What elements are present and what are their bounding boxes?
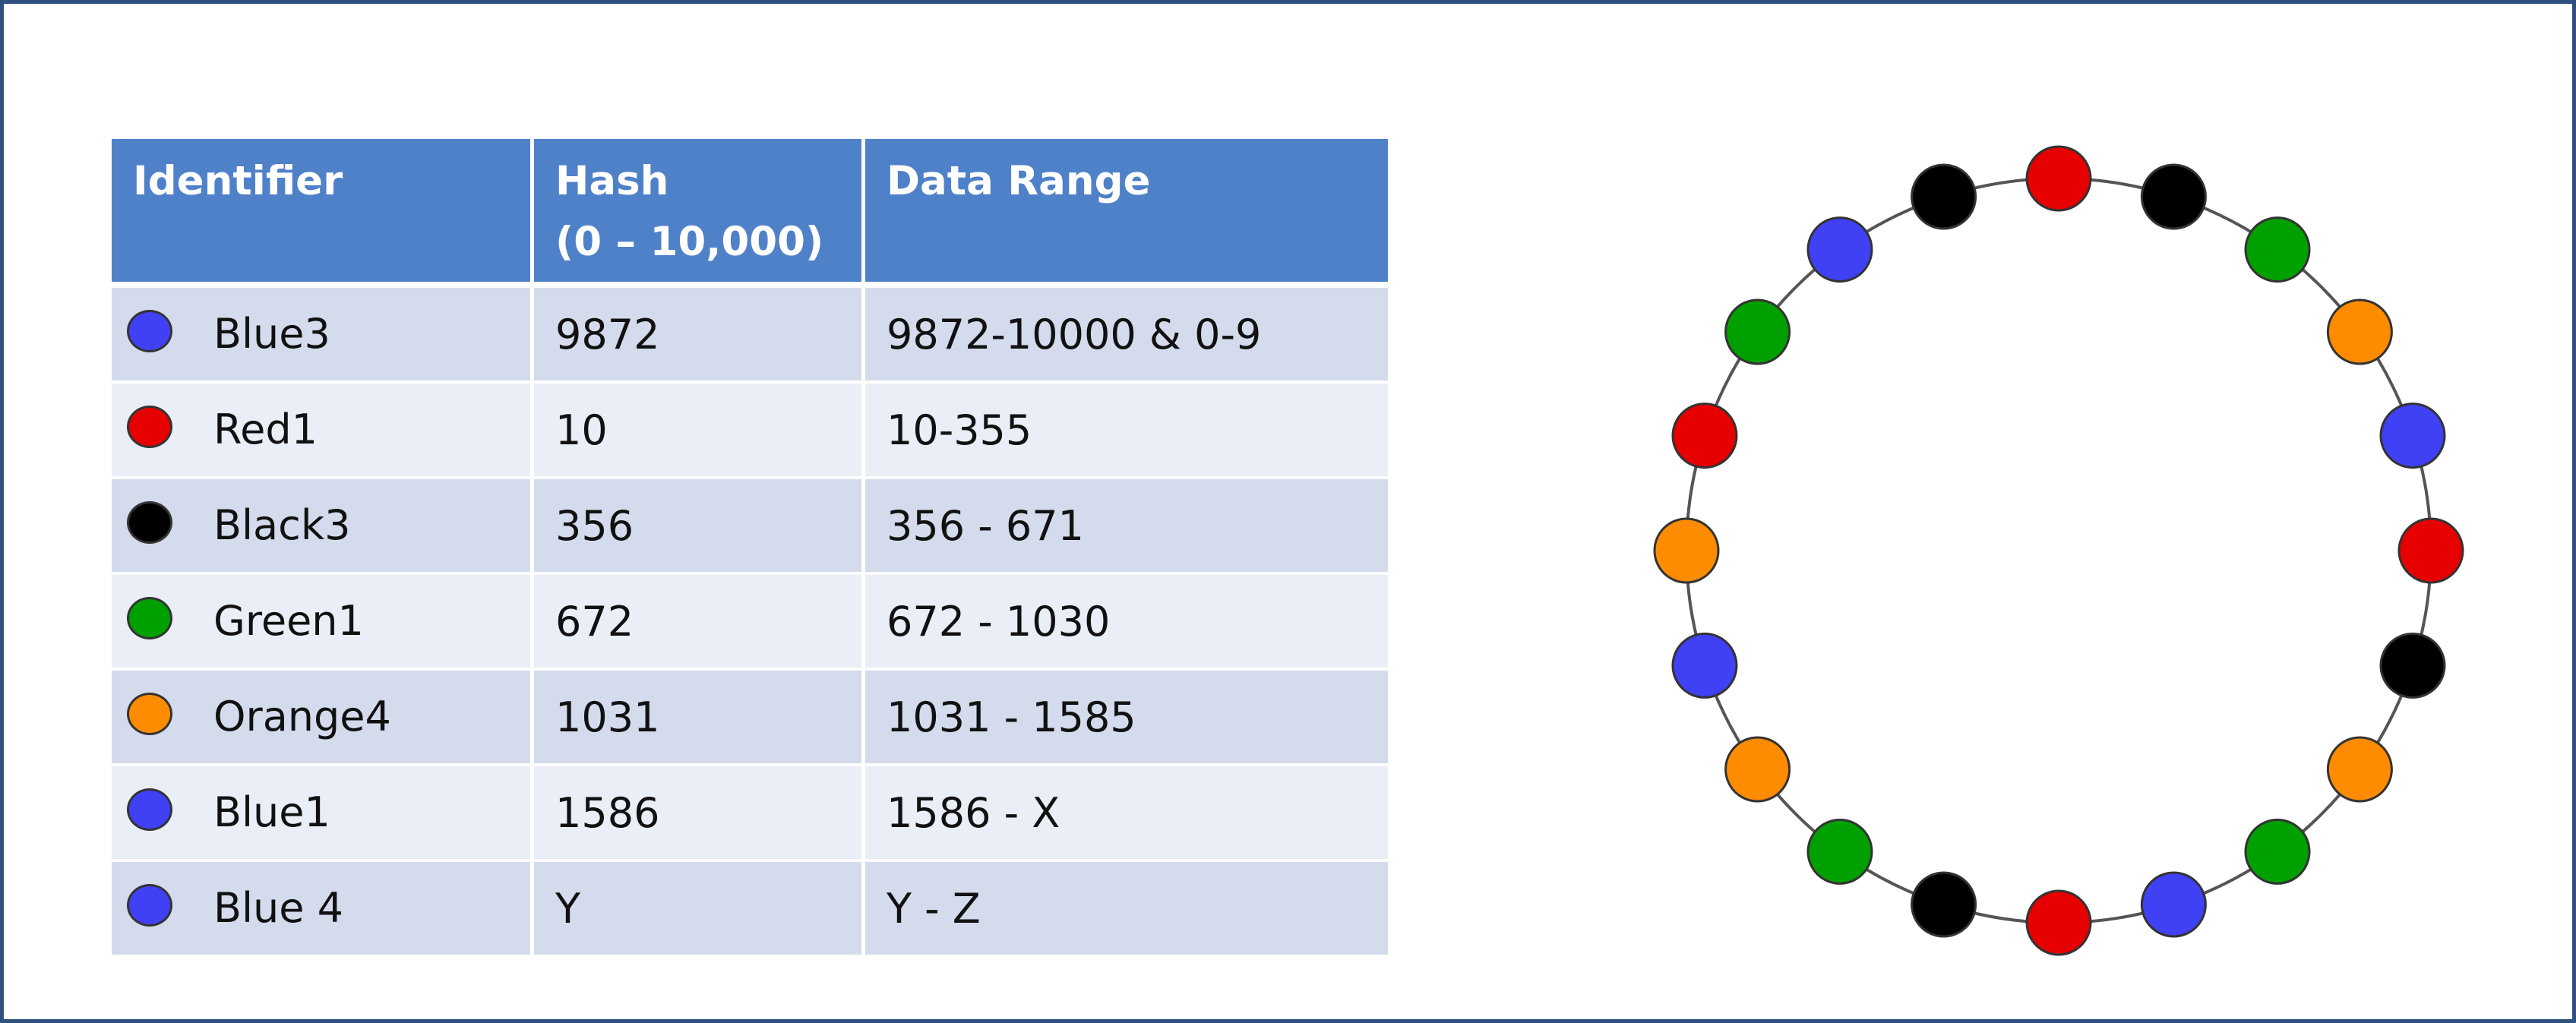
node-color-dot-icon [127,883,172,927]
header-hash-range: (0 – 10,000) [555,219,824,265]
identifier-label: Blue 4 [213,884,344,933]
hash-range-table: Identifier Hash (0 – 10,000) Data Range … [112,139,1388,958]
node-color-dot-icon [127,596,172,639]
table-body: Blue3 9872 9872-10000 & 0-9 Red1 10 10-3… [112,288,1388,958]
node-color-dot-icon [127,500,172,544]
ring-node-green [1724,298,1791,365]
ring-node-green [1806,818,1873,885]
ring-node-orange [2326,298,2393,365]
ring-node-red [2025,889,2092,956]
ring-node-red [1671,403,1738,469]
range-cell: 9872-10000 & 0-9 [865,288,1388,384]
identifier-cell: Blue3 [112,288,534,384]
node-color-dot-icon [127,692,172,735]
node-color-dot-icon [127,405,172,448]
table-row: Blue 4 Y Y - Z [112,862,1388,958]
table-row: Green1 672 672 - 1030 [112,575,1388,671]
ring-node-black [2140,163,2207,230]
identifier-label: Red1 [213,406,318,454]
hash-cell: 1031 [534,671,865,766]
header-identifier: Identifier [112,139,534,288]
identifier-label: Orange4 [213,693,391,741]
ring-node-blue [2379,403,2446,469]
ring-node-green [2244,216,2311,283]
hash-ring-circle [1685,177,2432,924]
ring-node-green [2244,818,2311,885]
ring-nodes [1653,145,2464,956]
identifier-cell: Red1 [112,384,534,479]
ring-node-blue [1806,216,1873,283]
identifier-label: Blue3 [213,310,330,358]
identifier-cell: Black3 [112,479,534,575]
identifier-label: Green1 [213,597,364,646]
table-row: Black3 356 356 - 671 [112,479,1388,575]
hash-cell: 672 [534,575,865,671]
ring-node-red [2025,145,2092,212]
ring-node-black [1911,163,1977,230]
identifier-cell: Green1 [112,575,534,671]
range-cell: Y - Z [865,862,1388,958]
header-hash: Hash (0 – 10,000) [534,139,865,288]
table-row: Orange4 1031 1031 - 1585 [112,671,1388,766]
hash-cell: 356 [534,479,865,575]
table-row: Blue3 9872 9872-10000 & 0-9 [112,288,1388,384]
hash-cell: 10 [534,384,865,479]
identifier-label: Black3 [213,501,351,550]
ring-node-black [1911,871,1977,938]
identifier-label: Blue1 [213,788,330,837]
range-cell: 672 - 1030 [865,575,1388,671]
identifier-cell: Blue1 [112,766,534,862]
hash-cell: 1586 [534,766,865,862]
identifier-cell: Blue 4 [112,862,534,958]
range-cell: 356 - 671 [865,479,1388,575]
header-data-range: Data Range [865,139,1388,288]
hash-cell: 9872 [534,288,865,384]
identifier-cell: Orange4 [112,671,534,766]
range-cell: 1031 - 1585 [865,671,1388,766]
table-header-row: Identifier Hash (0 – 10,000) Data Range [112,139,1388,288]
ring-node-orange [1653,517,1720,584]
ring-node-red [2397,517,2464,584]
range-cell: 1586 - X [865,766,1388,862]
hash-ring-diagram [1653,145,2464,956]
node-color-dot-icon [127,788,172,831]
range-cell: 10-355 [865,384,1388,479]
ring-node-orange [2326,736,2393,803]
ring-node-orange [1724,736,1791,803]
table-row: Red1 10 10-355 [112,384,1388,479]
ring-node-blue [2140,871,2207,938]
header-hash-title: Hash [555,158,669,204]
ring-node-blue [1671,632,1738,699]
node-color-dot-icon [127,309,172,352]
ring-node-black [2379,632,2446,699]
table-row: Blue1 1586 1586 - X [112,766,1388,862]
hash-cell: Y [534,862,865,958]
